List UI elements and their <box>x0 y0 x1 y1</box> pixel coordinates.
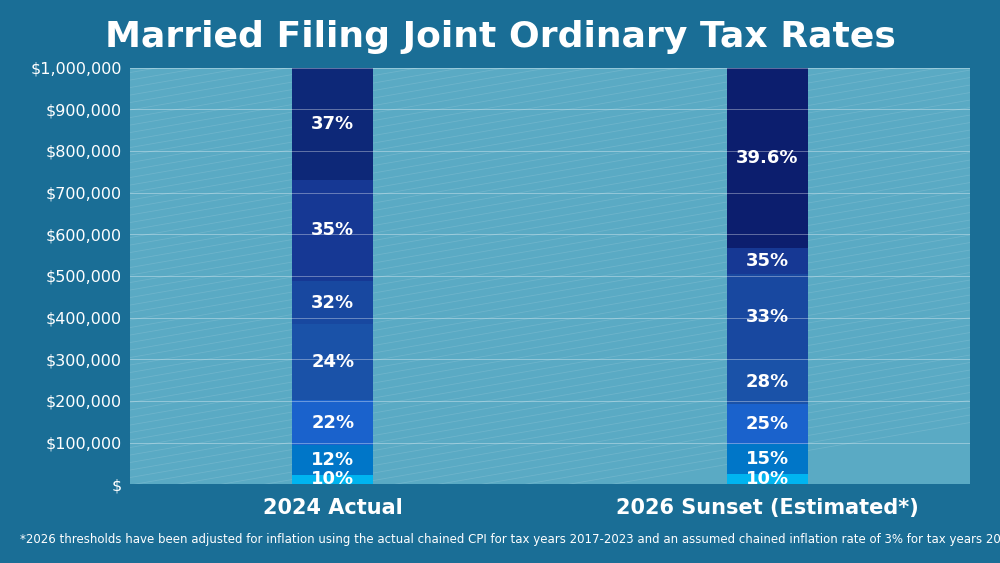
Bar <box>292 324 373 400</box>
Bar <box>727 68 808 248</box>
Bar <box>292 445 373 475</box>
Text: 37%: 37% <box>311 114 354 132</box>
Text: 39.6%: 39.6% <box>736 149 798 167</box>
Text: 15%: 15% <box>746 450 789 468</box>
Text: 35%: 35% <box>746 252 789 270</box>
Text: 24%: 24% <box>311 354 354 372</box>
Bar <box>727 474 808 484</box>
Text: 25%: 25% <box>746 415 789 433</box>
Text: 10%: 10% <box>311 470 354 488</box>
Bar <box>292 281 373 324</box>
Text: 35%: 35% <box>311 221 354 239</box>
Bar <box>727 274 808 359</box>
Bar <box>292 400 373 445</box>
Bar <box>292 68 373 180</box>
Text: 32%: 32% <box>311 294 354 312</box>
Text: 12%: 12% <box>311 451 354 469</box>
Text: 33%: 33% <box>746 307 789 325</box>
Bar <box>292 180 373 281</box>
Bar <box>727 404 808 444</box>
Bar <box>292 475 373 484</box>
Bar <box>727 444 808 474</box>
Text: 22%: 22% <box>311 414 354 432</box>
Text: 10%: 10% <box>746 470 789 488</box>
Text: Married Filing Joint Ordinary Tax Rates: Married Filing Joint Ordinary Tax Rates <box>105 20 895 53</box>
Text: 28%: 28% <box>746 373 789 391</box>
Text: *2026 thresholds have been adjusted for inflation using the actual chained CPI f: *2026 thresholds have been adjusted for … <box>20 533 1000 546</box>
Bar <box>727 359 808 404</box>
Bar <box>727 248 808 274</box>
